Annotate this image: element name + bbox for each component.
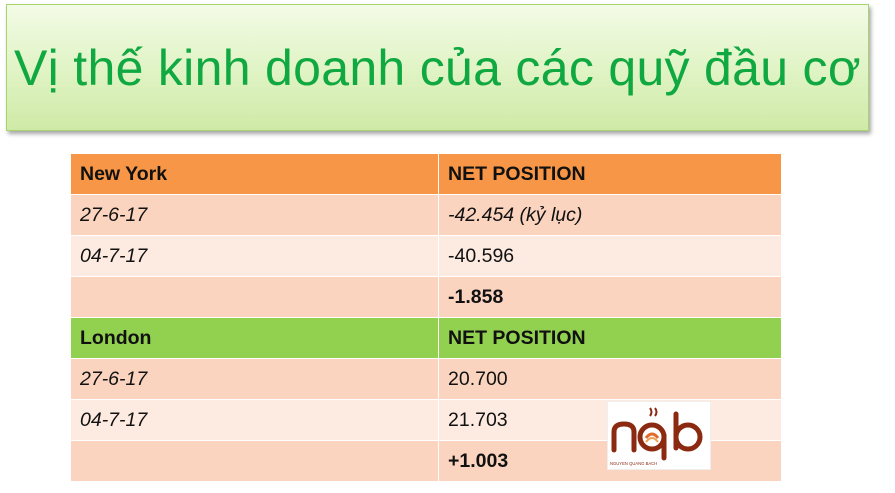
- change-value-negative: -1.858: [438, 276, 782, 318]
- value-cell: -40.596: [438, 235, 782, 277]
- nqb-logo: NGUYEN QUANG BACH: [607, 401, 711, 470]
- table-row: 27-6-17 -42.454 (kỷ lục): [70, 194, 782, 236]
- header-market-london: London: [70, 317, 439, 359]
- page-title: Vị thế kinh doanh của các quỹ đầu cơ: [14, 39, 861, 96]
- date-cell: 27-6-17: [70, 194, 439, 236]
- table-header-new-york: New York NET POSITION: [70, 153, 782, 195]
- logo-tagline: NGUYEN QUANG BACH: [610, 461, 657, 466]
- value-cell: -42.454 (kỷ lục): [438, 194, 782, 236]
- table-header-london: London NET POSITION: [70, 317, 782, 359]
- date-cell: 04-7-17: [70, 235, 439, 277]
- header-market-new-york: New York: [70, 153, 439, 195]
- table-row: 27-6-17 20.700: [70, 358, 782, 400]
- empty-cell: [70, 276, 439, 318]
- date-cell: 27-6-17: [70, 358, 439, 400]
- header-net-position: NET POSITION: [438, 317, 782, 359]
- title-banner: Vị thế kinh doanh của các quỹ đầu cơ: [6, 4, 869, 131]
- nqb-logo-icon: NGUYEN QUANG BACH: [610, 407, 703, 466]
- date-cell: 04-7-17: [70, 399, 439, 441]
- value-cell: 20.700: [438, 358, 782, 400]
- header-net-position: NET POSITION: [438, 153, 782, 195]
- empty-cell: [70, 440, 439, 482]
- table-row-change: -1.858: [70, 276, 782, 318]
- table-row: 04-7-17 -40.596: [70, 235, 782, 277]
